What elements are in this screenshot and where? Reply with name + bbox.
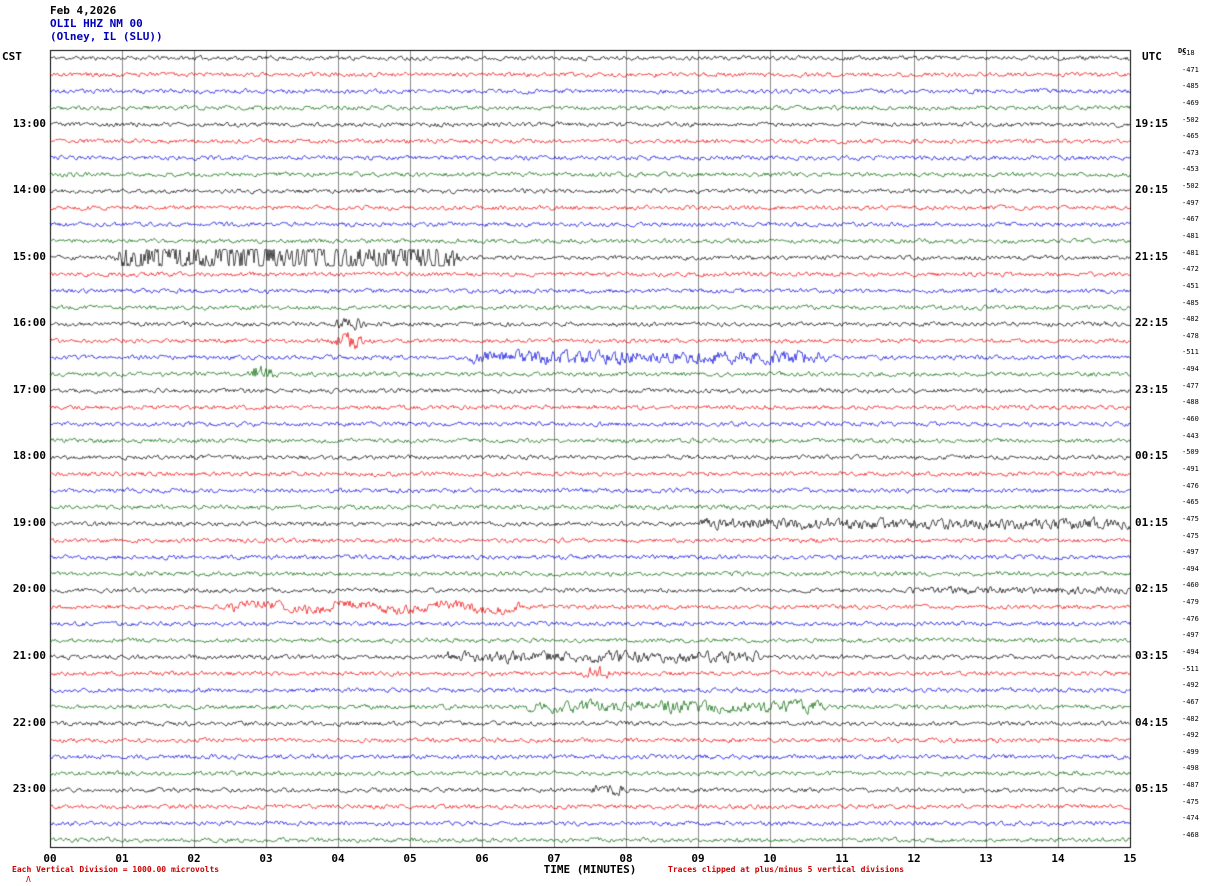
minute-tick: 11 (835, 852, 849, 865)
cst-time-label: 13:00 (12, 116, 46, 130)
dc-offset-value: -468 (1182, 831, 1199, 839)
dc-offset-value: -467 (1182, 215, 1199, 224)
utc-time-label: 22:15 (1135, 316, 1169, 330)
utc-time-label: 20:15 (1135, 183, 1169, 197)
dc-offset-value: 518 (1182, 49, 1195, 57)
cst-time-label: 20:00 (12, 582, 46, 596)
dc-offset-value: -492 (1182, 681, 1199, 690)
x-axis-title: TIME (MINUTES) (543, 863, 637, 876)
minute-tick: 15 (1123, 852, 1137, 865)
dc-offset-value: -479 (1182, 598, 1199, 607)
minute-tick: 08 (619, 852, 633, 865)
dc-offset-value: -472 (1182, 265, 1199, 274)
dc-offset-value: -511 (1182, 348, 1199, 357)
minute-tick: 06 (475, 852, 489, 865)
dc-offset-value: -460 (1182, 581, 1199, 590)
dc-offset-value: -497 (1182, 548, 1199, 557)
utc-time-label: 01:15 (1135, 515, 1169, 529)
dc-offset-value: -502 (1182, 115, 1199, 124)
dc-offset-value: -475 (1182, 797, 1199, 806)
dc-offset-value: -478 (1182, 331, 1199, 340)
dc-offset-value: -497 (1182, 631, 1199, 640)
dc-offset-value: -511 (1182, 664, 1199, 673)
minute-tick: 09 (691, 852, 705, 865)
dc-offset-value: -465 (1182, 498, 1199, 507)
cst-time-label: 15:00 (12, 249, 46, 263)
cst-time-label: 17:00 (12, 382, 46, 396)
dc-offset-value: -474 (1182, 814, 1199, 823)
dc-offset-value: -485 (1182, 82, 1199, 91)
minute-tick: 07 (547, 852, 561, 865)
dc-offset-value: -509 (1182, 448, 1199, 457)
dc-offset-value: -471 (1182, 65, 1199, 74)
dc-offset-value: -475 (1182, 514, 1199, 523)
dc-offset-value: -460 (1182, 415, 1199, 424)
utc-time-label: 03:15 (1135, 648, 1169, 662)
dc-offset-value: -481 (1182, 232, 1199, 241)
right-timezone-label: UTC (1142, 50, 1162, 63)
cst-time-label: 14:00 (12, 183, 46, 197)
dc-offset-value: -481 (1182, 248, 1199, 257)
minute-tick: 13 (979, 852, 993, 865)
utc-time-label: 23:15 (1135, 382, 1169, 396)
dc-offset-value: -476 (1182, 481, 1199, 490)
dc-offset-value: -488 (1182, 398, 1199, 407)
cst-time-label: 19:00 (12, 515, 46, 529)
station-location: (Olney, IL (SLU)) (50, 30, 163, 43)
minute-tick: 01 (115, 852, 129, 865)
left-timezone-label: CST (2, 50, 22, 63)
dc-offset-value: -467 (1182, 697, 1199, 706)
dc-offset-value: -473 (1182, 148, 1199, 157)
cst-time-label: 16:00 (12, 316, 46, 330)
dc-offset-value: -451 (1182, 281, 1199, 290)
utc-time-label: 02:15 (1135, 582, 1169, 596)
utc-time-label: 05:15 (1135, 782, 1169, 796)
dc-offset-value: -443 (1182, 431, 1199, 440)
dc-offset-value: -494 (1182, 564, 1199, 573)
minute-tick: 10 (763, 852, 777, 865)
dc-offset-value: -476 (1182, 614, 1199, 623)
dc-offset-value: -485 (1182, 298, 1199, 307)
dc-offset-value: -497 (1182, 198, 1199, 207)
station-code: OLIL HHZ NM 00 (50, 17, 143, 30)
dc-offset-header: DC (1178, 47, 1187, 55)
dc-offset-value: -475 (1182, 531, 1199, 540)
utc-time-label: 19:15 (1135, 116, 1169, 130)
dc-offset-value: -492 (1182, 731, 1199, 740)
dc-offset-value: -502 (1182, 182, 1199, 191)
dc-offset-value: -469 (1182, 98, 1199, 107)
dc-offset-value: -477 (1182, 381, 1199, 390)
clip-note: Traces clipped at plus/minus 5 vertical … (668, 865, 905, 874)
minute-tick: 05 (403, 852, 417, 865)
dc-offset-value: -491 (1182, 464, 1199, 473)
utc-time-label: 00:15 (1135, 449, 1169, 463)
minute-tick: 02 (187, 852, 201, 865)
dc-offset-value: -487 (1182, 781, 1199, 790)
scale-note: Each Vertical Division = 1000.00 microvo… (12, 865, 220, 874)
utc-time-label: 21:15 (1135, 249, 1169, 263)
logo-mark: Λ (26, 875, 31, 884)
cst-time-label: 21:00 (12, 648, 46, 662)
cst-time-label: 23:00 (12, 782, 46, 796)
minute-tick: 14 (1051, 852, 1065, 865)
minute-tick: 00 (43, 852, 57, 865)
dc-offset-value: -498 (1182, 764, 1199, 773)
utc-time-label: 04:15 (1135, 715, 1169, 729)
minute-tick: 12 (907, 852, 921, 865)
dc-offset-value: -494 (1182, 365, 1199, 374)
minute-tick: 03 (259, 852, 273, 865)
cst-time-label: 22:00 (12, 715, 46, 729)
dc-offset-value: -453 (1182, 165, 1199, 174)
record-date: Feb 4,2026 (50, 4, 117, 17)
dc-offset-value: -482 (1182, 714, 1199, 723)
dc-offset-value: -465 (1182, 132, 1199, 141)
dc-offset-value: -494 (1182, 647, 1199, 656)
minute-tick: 04 (331, 852, 345, 865)
cst-time-label: 18:00 (12, 449, 46, 463)
dc-offset-value: -482 (1182, 315, 1199, 324)
dc-offset-value: -499 (1182, 747, 1199, 756)
